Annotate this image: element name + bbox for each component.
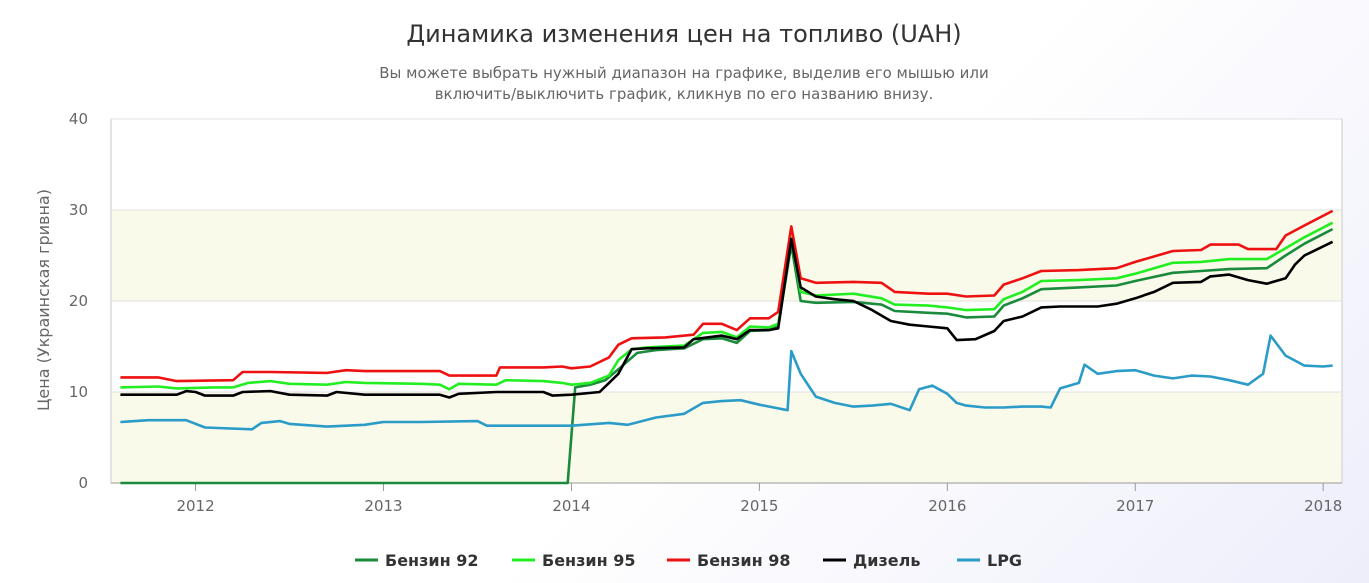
plot-band bbox=[112, 210, 1341, 301]
chart-legend[interactable]: Бензин 92 Бензин 95 Бензин 98 Дизель LPG bbox=[355, 551, 1022, 570]
y-tick-label: 30 bbox=[69, 201, 88, 219]
y-tick-label: 10 bbox=[69, 383, 88, 401]
legend-item-5[interactable]: LPG bbox=[957, 551, 1022, 570]
legend-item-2[interactable]: Бензин 95 bbox=[512, 551, 636, 570]
series-lines[interactable] bbox=[120, 209, 1334, 485]
legend-label: Бензин 92 bbox=[385, 551, 479, 570]
legend-label: Дизель bbox=[853, 551, 920, 570]
chart-subtitle-line-2: включить/выключить график, кликнув по ег… bbox=[435, 85, 934, 103]
legend-label: LPG bbox=[987, 551, 1022, 570]
chart-title-group: Динамика изменения цен на топливо (UAH) … bbox=[379, 20, 989, 103]
series-line-1[interactable] bbox=[120, 227, 1334, 485]
series-line-3[interactable] bbox=[120, 209, 1334, 383]
y-tick-label: 20 bbox=[69, 292, 88, 310]
series-line-4[interactable] bbox=[120, 237, 1334, 399]
x-tick-label: 2014 bbox=[552, 497, 590, 515]
x-tick-label: 2015 bbox=[740, 497, 778, 515]
x-tick-label: 2013 bbox=[364, 497, 402, 515]
legend-label: Бензин 98 bbox=[697, 551, 791, 570]
y-tick-label: 0 bbox=[78, 474, 88, 492]
x-tick-label: 2018 bbox=[1304, 497, 1342, 515]
series-line-5[interactable] bbox=[120, 334, 1333, 431]
chart-subtitle-line-1: Вы можете выбрать нужный диапазон на гра… bbox=[379, 64, 989, 82]
x-axis-ticks: 2012 2013 2014 2015 2016 2017 2018 bbox=[111, 482, 1342, 515]
legend-label: Бензин 95 bbox=[542, 551, 636, 570]
x-tick-label: 2017 bbox=[1116, 497, 1154, 515]
y-tick-label: 40 bbox=[69, 110, 88, 128]
legend-item-1[interactable]: Бензин 92 bbox=[355, 551, 479, 570]
series-line-2[interactable] bbox=[120, 221, 1334, 391]
x-tick-label: 2016 bbox=[928, 497, 966, 515]
legend-item-3[interactable]: Бензин 98 bbox=[667, 551, 791, 570]
plot-band bbox=[112, 392, 1341, 483]
chart-title: Динамика изменения цен на топливо (UAH) bbox=[406, 20, 961, 48]
legend-item-4[interactable]: Дизель bbox=[823, 551, 920, 570]
x-tick-label: 2012 bbox=[176, 497, 214, 515]
y-axis-ticks: 0 10 20 30 40 bbox=[69, 110, 88, 492]
y-axis-label: Цена (Украинская гривна) bbox=[34, 189, 53, 411]
